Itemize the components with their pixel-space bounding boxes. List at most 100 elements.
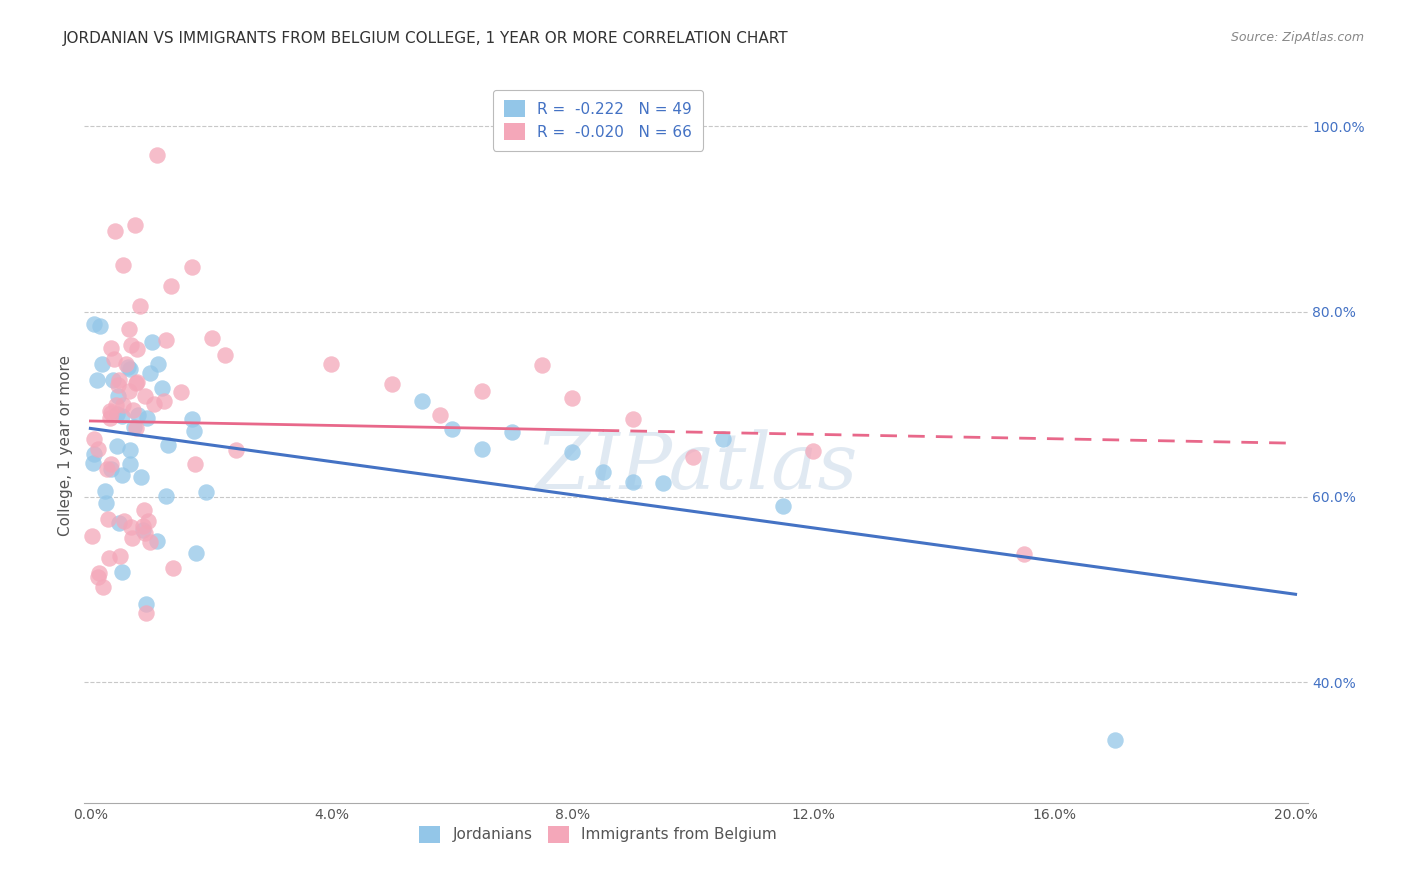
Point xyxy=(105,398,128,412)
Point xyxy=(1014,547,1036,561)
Point xyxy=(103,351,125,366)
Point xyxy=(131,524,153,538)
Point xyxy=(711,432,734,446)
Point xyxy=(94,496,117,510)
Point xyxy=(124,218,146,232)
Point xyxy=(100,406,122,420)
Point xyxy=(214,348,236,362)
Point xyxy=(160,278,183,293)
Point xyxy=(155,489,177,503)
Point xyxy=(86,373,108,387)
Y-axis label: College, 1 year or more: College, 1 year or more xyxy=(58,356,73,536)
Point xyxy=(120,457,142,471)
Point xyxy=(1104,733,1126,747)
Point xyxy=(180,260,202,274)
Point xyxy=(184,457,207,471)
Point xyxy=(97,511,120,525)
Point xyxy=(561,445,583,459)
Point xyxy=(381,377,404,392)
Point xyxy=(127,408,149,422)
Point xyxy=(112,258,135,272)
Point xyxy=(411,393,433,408)
Point xyxy=(134,389,156,403)
Point xyxy=(183,424,205,438)
Point xyxy=(125,375,148,389)
Point xyxy=(501,425,523,439)
Point xyxy=(100,457,122,471)
Point xyxy=(180,412,202,426)
Point xyxy=(121,403,143,417)
Point xyxy=(561,392,583,406)
Text: JORDANIAN VS IMMIGRANTS FROM BELGIUM COLLEGE, 1 YEAR OR MORE CORRELATION CHART: JORDANIAN VS IMMIGRANTS FROM BELGIUM COL… xyxy=(63,31,789,46)
Point xyxy=(135,606,157,620)
Point xyxy=(162,561,184,575)
Point xyxy=(621,475,644,490)
Point xyxy=(118,384,141,398)
Point xyxy=(108,549,131,563)
Point xyxy=(83,433,105,447)
Point xyxy=(471,442,494,456)
Point xyxy=(184,546,207,560)
Point xyxy=(108,516,131,530)
Point xyxy=(440,422,463,436)
Point xyxy=(157,438,180,452)
Point xyxy=(321,357,343,371)
Point xyxy=(772,499,794,513)
Point xyxy=(87,570,110,584)
Point xyxy=(107,378,129,392)
Point xyxy=(471,384,494,399)
Point xyxy=(155,333,177,347)
Point xyxy=(100,462,122,476)
Point xyxy=(100,341,122,355)
Point xyxy=(98,404,121,418)
Point xyxy=(91,580,114,594)
Point xyxy=(107,373,129,387)
Point xyxy=(135,597,157,611)
Point xyxy=(83,317,105,331)
Point xyxy=(111,398,134,412)
Point xyxy=(86,442,108,456)
Point xyxy=(129,299,152,313)
Point xyxy=(91,357,114,371)
Point xyxy=(93,483,115,498)
Point xyxy=(592,465,614,479)
Point xyxy=(111,409,134,423)
Point xyxy=(83,447,105,461)
Point xyxy=(803,444,825,458)
Point xyxy=(148,357,170,371)
Legend: Jordanians, Immigrants from Belgium: Jordanians, Immigrants from Belgium xyxy=(413,820,783,848)
Point xyxy=(104,224,127,238)
Point xyxy=(146,148,169,162)
Point xyxy=(120,362,142,376)
Point xyxy=(531,358,554,372)
Point xyxy=(82,529,104,543)
Point xyxy=(118,322,141,336)
Point xyxy=(82,456,104,470)
Point xyxy=(136,411,159,425)
Point xyxy=(651,476,673,491)
Point xyxy=(120,442,142,457)
Point xyxy=(139,366,162,380)
Point xyxy=(170,384,193,399)
Point xyxy=(129,470,152,484)
Point xyxy=(132,503,155,517)
Point xyxy=(138,535,160,549)
Point xyxy=(194,484,217,499)
Point xyxy=(150,381,173,395)
Point xyxy=(125,342,148,356)
Point xyxy=(111,565,134,579)
Text: Source: ZipAtlas.com: Source: ZipAtlas.com xyxy=(1230,31,1364,45)
Point xyxy=(141,334,163,349)
Point xyxy=(682,450,704,465)
Text: ZIPatlas: ZIPatlas xyxy=(534,429,858,506)
Point xyxy=(225,443,247,458)
Point xyxy=(153,394,176,409)
Point xyxy=(621,411,644,425)
Point xyxy=(105,407,128,421)
Point xyxy=(87,566,110,580)
Point xyxy=(134,526,156,541)
Point xyxy=(429,409,451,423)
Point xyxy=(120,337,142,351)
Point xyxy=(105,439,128,453)
Point xyxy=(117,359,139,374)
